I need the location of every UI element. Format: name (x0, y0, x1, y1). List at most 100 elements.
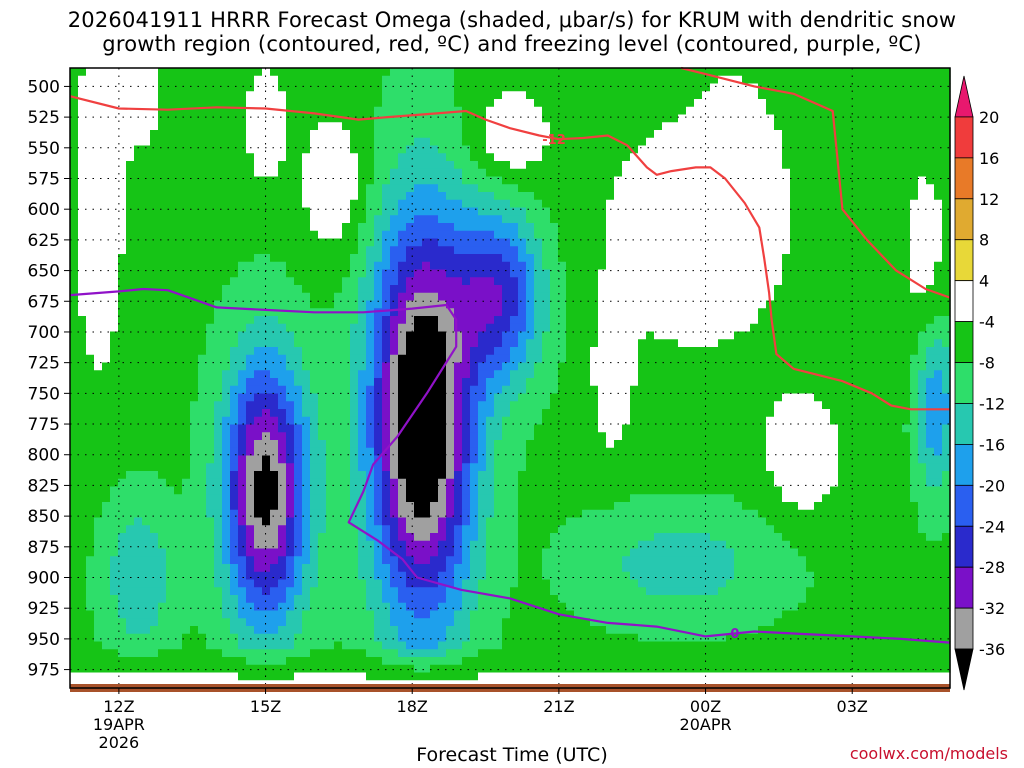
omega-cell (390, 184, 399, 193)
omega-cell (550, 463, 559, 472)
omega-cell (342, 602, 351, 612)
omega-cell (142, 571, 151, 581)
omega-cell (334, 579, 343, 588)
omega-cell (262, 292, 271, 302)
omega-cell (494, 83, 503, 92)
omega-cell (430, 657, 439, 666)
omega-cell (430, 106, 439, 116)
omega-cell (494, 300, 503, 309)
omega-cell (366, 618, 375, 627)
omega-cell (230, 502, 239, 511)
omega-cell (166, 223, 175, 232)
omega-cell (446, 556, 455, 565)
omega-cell (470, 130, 479, 139)
omega-cell (382, 75, 391, 85)
omega-cell (142, 261, 151, 271)
omega-cell (318, 664, 327, 674)
omega-cell (126, 269, 135, 278)
omega-cell (278, 416, 287, 426)
omega-cell (206, 502, 215, 511)
omega-cell (182, 556, 191, 565)
omega-cell (166, 176, 175, 185)
omega-cell (438, 285, 447, 294)
omega-cell (102, 145, 111, 154)
omega-cell (326, 68, 335, 77)
omega-cell (414, 440, 423, 449)
omega-cell (382, 215, 391, 224)
omega-cell (294, 509, 303, 519)
omega-cell (406, 145, 415, 154)
omega-cell (302, 230, 311, 240)
omega-cell (102, 471, 111, 480)
omega-cell (446, 192, 455, 201)
omega-cell (158, 316, 167, 325)
omega-cell (398, 533, 407, 542)
omega-cell (422, 564, 431, 573)
omega-cell (550, 285, 559, 294)
omega-cell (102, 618, 111, 627)
omega-cell (558, 502, 567, 511)
omega-cell (206, 246, 215, 255)
omega-cell (390, 502, 399, 511)
omega-cell (550, 354, 559, 364)
omega-cell (510, 440, 519, 449)
omega-cell (222, 509, 231, 519)
omega-cell (118, 99, 127, 108)
omega-cell (502, 91, 511, 100)
omega-cell (470, 618, 479, 627)
omega-cell (142, 649, 151, 658)
omega-cell (110, 68, 119, 77)
omega-cell (502, 564, 511, 573)
omega-cell (534, 75, 543, 85)
omega-cell (198, 192, 207, 201)
omega-cell (262, 106, 271, 116)
omega-cell (286, 153, 295, 162)
omega-cell (550, 277, 559, 286)
omega-cell (398, 540, 407, 550)
omega-cell (182, 122, 191, 131)
omega-cell (558, 455, 567, 464)
omega-cell (270, 192, 279, 201)
omega-cell (334, 130, 343, 139)
omega-cell (190, 122, 199, 131)
omega-cell (390, 440, 399, 449)
omega-cell (422, 285, 431, 294)
omega-cell (206, 393, 215, 402)
omega-cell (414, 277, 423, 286)
omega-cell (334, 153, 343, 162)
omega-cell (438, 517, 447, 526)
omega-cell (438, 401, 447, 410)
omega-cell (174, 246, 183, 255)
omega-cell (470, 440, 479, 449)
omega-cell (190, 370, 199, 379)
omega-cell (566, 316, 575, 325)
omega-cell (118, 455, 127, 464)
omega-cell (318, 385, 327, 395)
omega-cell (134, 641, 143, 650)
omega-cell (550, 347, 559, 356)
omega-cell (262, 571, 271, 581)
omega-cell (454, 308, 463, 317)
omega-cell (446, 378, 455, 387)
omega-cell (534, 285, 543, 294)
omega-cell (470, 540, 479, 550)
omega-cell (526, 649, 535, 658)
omega-cell (374, 99, 383, 108)
omega-cell (318, 323, 327, 333)
omega-cell (318, 486, 327, 495)
omega-cell (414, 114, 423, 123)
omega-cell (198, 331, 207, 340)
omega-cell (446, 533, 455, 542)
omega-cell (366, 455, 375, 464)
omega-cell (462, 540, 471, 550)
omega-cell (190, 556, 199, 565)
omega-cell (390, 494, 399, 503)
omega-cell (342, 664, 351, 674)
omega-cell (446, 323, 455, 333)
omega-cell (190, 401, 199, 410)
omega-cell (398, 494, 407, 503)
omega-cell (342, 106, 351, 116)
omega-cell (302, 130, 311, 139)
omega-cell (494, 517, 503, 526)
omega-cell (230, 533, 239, 542)
